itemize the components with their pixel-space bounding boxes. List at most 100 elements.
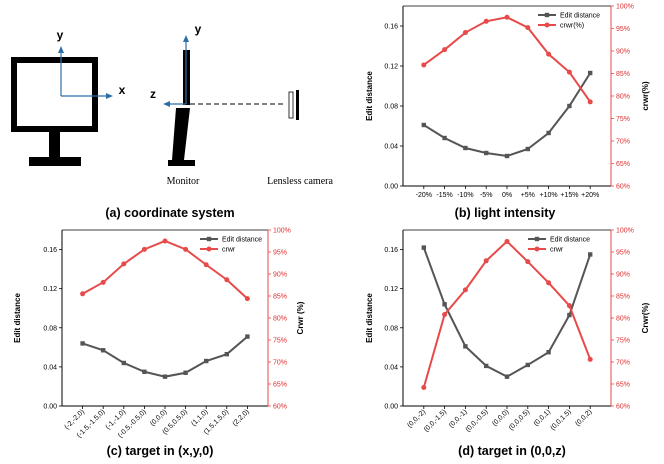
data-point-circle xyxy=(141,246,147,252)
right-tick-label: 70% xyxy=(273,360,287,367)
x-tick-label: -10% xyxy=(457,192,473,199)
data-point-circle xyxy=(587,356,593,362)
data-point-square xyxy=(101,348,106,353)
left-tick-label: 0.08 xyxy=(384,104,398,111)
data-point-square xyxy=(463,145,468,151)
right-tick-label: 90% xyxy=(273,272,287,279)
right-tick-label: 80% xyxy=(616,316,630,323)
coordinate-system-diagram: y x y z Monitor Lensless camera (a) coor… xyxy=(11,22,333,220)
right-tick-label: 65% xyxy=(273,382,287,389)
data-point-square xyxy=(567,312,572,318)
data-point-square xyxy=(421,122,426,128)
legend-label: Edit distance xyxy=(550,237,590,244)
monitor-side-base xyxy=(168,160,195,166)
left-tick-label: 0.00 xyxy=(43,404,57,411)
x-tick-label: (0,0,-0.5) xyxy=(465,408,490,433)
left-tick-label: 0.00 xyxy=(384,404,398,411)
data-point-circle xyxy=(100,279,106,285)
data-point-square xyxy=(588,252,593,257)
right-tick-label: 100% xyxy=(616,228,634,235)
data-point-circle xyxy=(504,238,510,244)
data-point-square xyxy=(546,130,551,136)
x-tick-label: (1,1,0) xyxy=(190,408,209,427)
data-point-square xyxy=(525,146,530,152)
x-tick-label: (2,2,0) xyxy=(232,408,251,427)
legend-label: crwr xyxy=(222,247,236,254)
data-point-circle xyxy=(183,246,189,252)
left-tick-label: 0.04 xyxy=(384,144,398,151)
data-point-square xyxy=(245,334,250,339)
right-tick-label: 75% xyxy=(616,116,630,123)
side-axis-z-label: z xyxy=(150,87,156,101)
right-tick-label: 70% xyxy=(616,360,630,367)
legend-swatch-marker xyxy=(534,246,540,252)
left-tick-label: 0.04 xyxy=(384,364,398,371)
left-tick-label: 0.04 xyxy=(43,364,57,371)
data-point-circle xyxy=(442,47,448,53)
x-tick-label: (0,0,0) xyxy=(149,408,168,427)
legend-label: crwr xyxy=(550,247,564,254)
data-point-circle xyxy=(224,277,230,283)
lensless-camera-mask xyxy=(288,91,294,119)
series-line xyxy=(423,16,592,103)
right-tick-label: 85% xyxy=(616,71,630,78)
data-point-square xyxy=(162,374,168,379)
monitor-front-stand xyxy=(49,132,60,157)
data-point-square xyxy=(588,70,593,76)
x-tick-label: (0,0,2) xyxy=(574,408,593,427)
data-point-circle xyxy=(421,62,427,68)
data-point-circle xyxy=(546,280,552,286)
legend-label: crwr(%) xyxy=(560,23,584,30)
legend-swatch-marker xyxy=(534,236,540,242)
data-point-circle xyxy=(121,261,127,267)
data-point-circle xyxy=(504,14,510,20)
left-tick-label: 0.16 xyxy=(43,247,57,254)
data-point-circle xyxy=(483,18,489,24)
left-tick-label: 0.08 xyxy=(384,325,398,332)
right-tick-label: 60% xyxy=(616,184,630,191)
lensless-camera-sensor xyxy=(296,90,299,120)
x-tick-label: -15% xyxy=(436,192,452,199)
right-tick-label: 75% xyxy=(616,338,630,345)
right-tick-label: 90% xyxy=(616,272,630,279)
data-point-square xyxy=(484,363,489,369)
right-tick-label: 95% xyxy=(273,250,287,257)
x-tick-label: (0,0,-1.5) xyxy=(423,408,448,433)
left-axis-label: Edit distance xyxy=(365,71,374,121)
x-tick-label: +15% xyxy=(560,192,578,199)
data-point-circle xyxy=(462,287,468,293)
chart-caption: (b) light intensity xyxy=(455,206,556,220)
chart-caption: (c) target in (x,y,0) xyxy=(107,444,214,458)
data-point-circle xyxy=(244,296,250,302)
legend-swatch-marker xyxy=(544,22,550,28)
side-z-arrowhead xyxy=(163,101,170,107)
legend-label: Edit distance xyxy=(560,13,600,20)
side-axis-y-label: y xyxy=(195,22,202,36)
legend-swatch-marker xyxy=(206,236,212,242)
right-tick-label: 75% xyxy=(273,338,287,345)
x-tick-label: (0,0,0) xyxy=(491,408,510,427)
chart-target-xy0: 0.00 0.04 0.08 0.12 0.16 60% 65% 70% 75% 80% 85% 90… xyxy=(13,228,305,459)
data-point-square xyxy=(142,369,147,374)
data-point-square xyxy=(183,370,188,375)
series-line xyxy=(423,72,592,158)
left-axis-label: Edit distance xyxy=(365,293,374,343)
left-tick-label: 0.12 xyxy=(384,64,398,71)
chart-target-00z: 0.00 0.04 0.08 0.12 0.16 60% 65% 70% 75% 80% 85% 90… xyxy=(365,228,650,459)
data-point-square xyxy=(421,245,426,250)
legend-swatch-marker xyxy=(206,246,212,252)
data-point-circle xyxy=(462,30,468,36)
front-axis-y-label: y xyxy=(57,28,64,42)
right-tick-label: 85% xyxy=(273,294,287,301)
data-point-square xyxy=(504,374,510,379)
right-tick-label: 60% xyxy=(273,404,287,411)
monitor-front-base xyxy=(29,157,81,166)
data-point-circle xyxy=(421,385,427,391)
series-line xyxy=(82,335,249,378)
chart-caption: (d) target in (0,0,z) xyxy=(458,444,566,458)
right-tick-label: 100% xyxy=(273,228,291,235)
data-point-square xyxy=(525,362,530,368)
data-point-square xyxy=(224,351,229,357)
data-point-circle xyxy=(442,311,448,317)
